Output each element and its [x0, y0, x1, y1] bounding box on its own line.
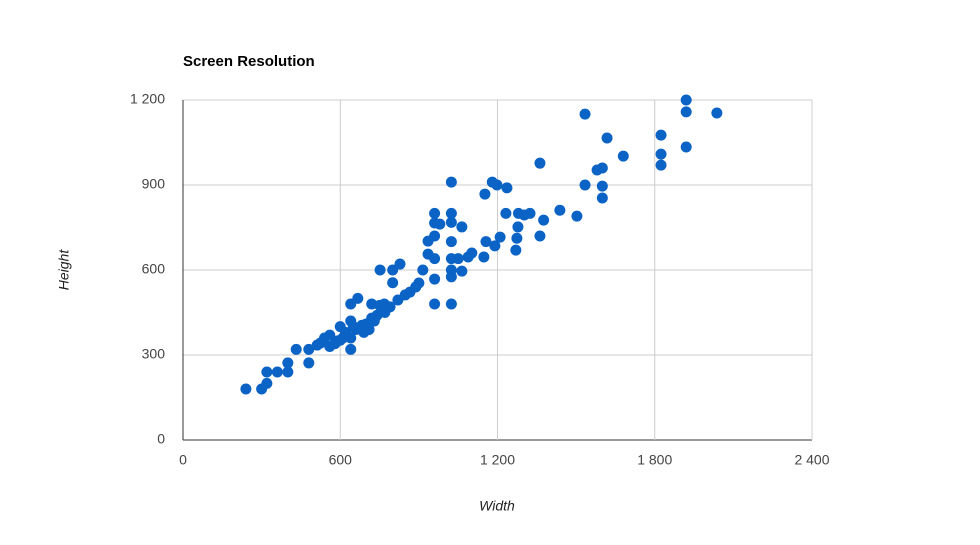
point	[387, 264, 399, 276]
point	[417, 264, 429, 276]
point	[429, 207, 441, 219]
point	[363, 324, 375, 335]
point	[271, 366, 283, 378]
chart-title: Screen Resolution	[183, 53, 315, 70]
y-tick-label: 300	[142, 346, 166, 362]
point	[445, 207, 457, 219]
point	[240, 383, 252, 395]
point	[554, 204, 566, 216]
x-tick-label: 1 200	[480, 452, 515, 468]
x-tick-label: 600	[329, 452, 353, 468]
point	[571, 210, 583, 222]
point	[384, 301, 396, 313]
point	[596, 162, 608, 174]
point	[655, 148, 667, 160]
point	[452, 253, 464, 265]
y-tick-label: 600	[142, 261, 166, 277]
point	[282, 366, 294, 378]
point	[534, 230, 546, 242]
point	[538, 214, 550, 226]
point	[332, 335, 344, 347]
point	[429, 298, 441, 310]
point	[352, 292, 364, 304]
point	[680, 106, 692, 118]
point	[534, 157, 546, 169]
point	[524, 207, 536, 219]
x-axis-title: Width	[479, 498, 515, 514]
point	[445, 216, 457, 228]
y-tick-label: 900	[142, 176, 166, 192]
point	[680, 94, 692, 106]
point	[466, 247, 478, 259]
point	[429, 253, 441, 265]
point	[601, 132, 613, 144]
point	[711, 107, 723, 119]
x-tick-label: 0	[179, 452, 187, 468]
point	[345, 343, 357, 355]
point	[261, 377, 273, 389]
x-tick-label: 2 400	[794, 452, 829, 468]
point	[510, 244, 522, 256]
point	[413, 277, 425, 289]
point	[456, 221, 468, 233]
point	[445, 176, 457, 188]
point	[290, 343, 302, 355]
point	[303, 343, 315, 355]
point	[282, 357, 294, 369]
point	[429, 273, 441, 285]
point	[494, 231, 506, 243]
y-tick-label: 0	[157, 431, 165, 447]
point	[456, 265, 468, 277]
point	[617, 150, 629, 162]
point	[429, 230, 441, 242]
point	[489, 240, 501, 252]
point	[596, 180, 608, 192]
point	[511, 232, 523, 244]
point	[579, 108, 591, 120]
point	[512, 221, 524, 233]
point	[324, 341, 336, 352]
point	[324, 329, 336, 341]
point	[387, 277, 399, 289]
point	[500, 207, 512, 219]
point	[680, 141, 692, 153]
point	[579, 179, 591, 191]
x-tick-label: 1 800	[637, 452, 672, 468]
point	[303, 357, 315, 369]
point	[445, 236, 457, 248]
point	[596, 192, 608, 204]
point	[261, 366, 273, 378]
point	[445, 271, 457, 283]
point	[655, 129, 667, 141]
y-axis-title: Height	[56, 249, 72, 291]
point	[434, 218, 446, 230]
y-tick-label: 1 200	[130, 91, 165, 107]
point	[655, 159, 667, 171]
point	[394, 258, 406, 270]
point	[347, 321, 359, 333]
point	[491, 179, 503, 191]
point	[480, 236, 492, 248]
point	[501, 182, 513, 194]
point	[479, 188, 491, 200]
point	[445, 298, 457, 310]
point	[478, 251, 490, 263]
point	[374, 264, 386, 276]
point	[368, 315, 380, 327]
